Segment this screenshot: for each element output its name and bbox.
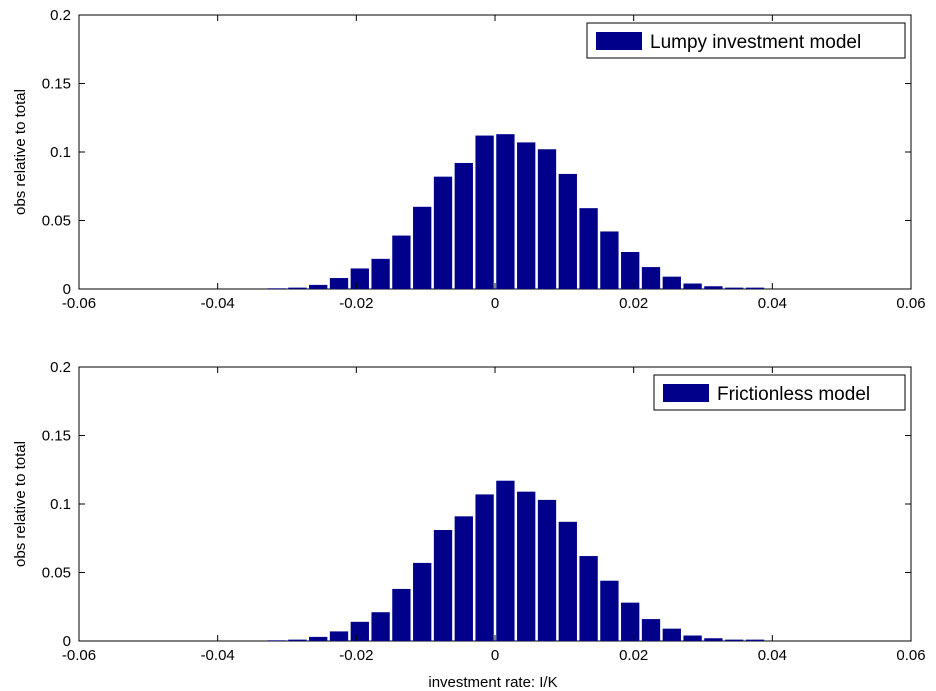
- top-bar: [433, 176, 453, 289]
- top-bar: [662, 276, 681, 289]
- bottom-bar: [329, 631, 349, 641]
- bottom-bar: [309, 636, 328, 641]
- top-x-tick-label: -0.06: [62, 295, 96, 312]
- top-bar: [392, 235, 411, 289]
- bottom-x-tick-label: 0.06: [896, 647, 925, 664]
- top-bar: [350, 268, 369, 289]
- top-x-tick-label: 0.02: [619, 295, 648, 312]
- bottom-x-tick-label: -0.02: [339, 647, 373, 664]
- bottom-bar: [350, 621, 369, 641]
- top-y-tick-label: 0.2: [50, 7, 71, 24]
- top-axes-box: [78, 14, 912, 290]
- top-bar: [725, 287, 744, 289]
- top-bar: [558, 173, 577, 289]
- bottom-bar: [288, 639, 307, 641]
- bottom-bar: [475, 494, 494, 641]
- top-bar: [683, 283, 702, 289]
- top-bar: [621, 252, 640, 289]
- top-legend-label: Lumpy investment model: [650, 32, 861, 53]
- top-x-tick-label: -0.04: [201, 295, 235, 312]
- bottom-y-tick-label: 0.15: [42, 428, 71, 445]
- bottom-x-tick-label: 0.02: [619, 647, 648, 664]
- top-x-tick-label: -0.02: [339, 295, 373, 312]
- top-y-tick-label: 0.05: [42, 213, 71, 230]
- top-bar: [288, 287, 307, 289]
- bottom-y-tick-label: 0: [63, 633, 71, 650]
- top-histogram-panel: obs relative to total -0.06 -0.04 -0.02 0 0.…: [12, 7, 926, 312]
- bottom-x-tick-label: -0.06: [62, 647, 96, 664]
- bottom-bar: [496, 480, 515, 641]
- bottom-bar: [371, 612, 390, 641]
- top-legend-swatch: [596, 32, 642, 50]
- top-bar: [413, 206, 432, 289]
- top-bar: [267, 288, 286, 289]
- bottom-y-tick-label: 0.2: [50, 359, 71, 376]
- bottom-x-tick-label: 0.04: [758, 647, 787, 664]
- top-bar: [600, 231, 619, 289]
- bottom-bar: [537, 499, 557, 641]
- top-y-axis-label: obs relative to total: [12, 89, 29, 215]
- bottom-y-tick-label: 0.05: [42, 565, 71, 582]
- top-bar: [371, 258, 390, 289]
- top-bar: [454, 162, 473, 289]
- bottom-x-tick-label: -0.04: [201, 647, 235, 664]
- bottom-bar: [662, 628, 681, 641]
- top-bar: [329, 278, 349, 289]
- top-bar: [704, 286, 723, 289]
- bottom-bar: [517, 491, 536, 641]
- bottom-y-tick-label: 0.1: [50, 496, 71, 513]
- top-bar: [579, 208, 598, 289]
- top-bar: [745, 287, 765, 289]
- top-y-tick-label: 0: [63, 281, 71, 298]
- bottom-bar: [433, 530, 453, 641]
- bottom-histogram-panel: obs relative to total investment rate: I…: [12, 359, 926, 691]
- bottom-bar: [621, 602, 640, 641]
- top-bar: [517, 142, 536, 289]
- top-x-tick-label: 0: [491, 295, 499, 312]
- bottom-bar: [579, 556, 598, 641]
- bottom-bar: [600, 580, 619, 641]
- bottom-bar: [267, 640, 286, 641]
- top-bar: [309, 284, 328, 289]
- top-y-tick-label: 0.1: [50, 144, 71, 161]
- top-bar: [496, 134, 515, 289]
- bottom-bar: [454, 516, 473, 641]
- bottom-bar: [413, 562, 432, 641]
- bottom-bar: [641, 619, 661, 641]
- bottom-bar: [683, 635, 702, 641]
- top-bar: [641, 267, 661, 289]
- bottom-x-axis-label: investment rate: I/K: [428, 674, 557, 691]
- top-x-tick-label: 0.04: [758, 295, 787, 312]
- bottom-bar: [725, 639, 744, 641]
- top-y-tick-label: 0.15: [42, 76, 71, 93]
- top-bar: [537, 149, 557, 289]
- bottom-bar: [745, 639, 765, 641]
- bottom-legend-label: Frictionless model: [717, 384, 870, 405]
- bottom-bar: [392, 588, 411, 641]
- top-bar: [475, 135, 494, 289]
- bottom-y-axis-label: obs relative to total: [12, 441, 29, 567]
- bottom-bar: [704, 638, 723, 641]
- bottom-x-tick-label: 0: [491, 647, 499, 664]
- top-x-tick-label: 0.06: [896, 295, 925, 312]
- bottom-legend-swatch: [663, 384, 709, 402]
- bottom-bar: [558, 521, 577, 641]
